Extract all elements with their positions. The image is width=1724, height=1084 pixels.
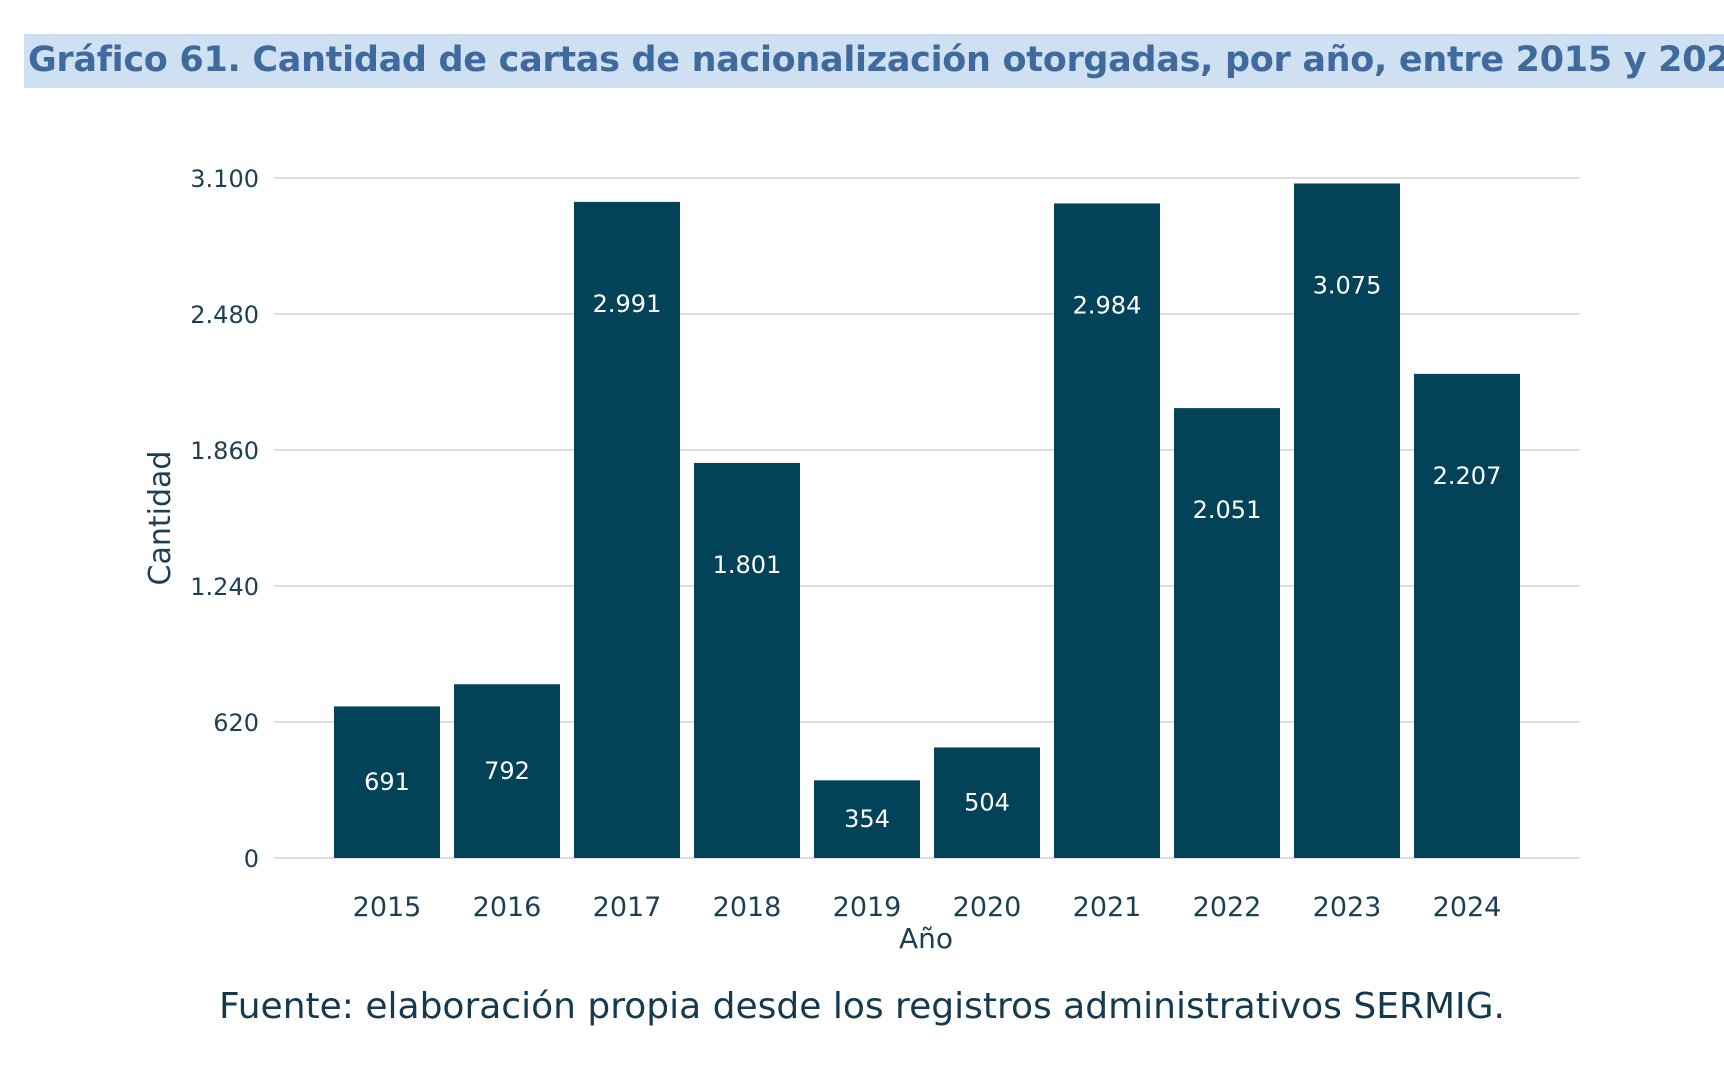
bar — [334, 706, 440, 858]
bar-value-label: 2.984 — [1073, 291, 1142, 319]
bar-value-labels: 691 792 2.991 1.801 354 504 2.984 2.051 3.075 2.2… — [364, 271, 1501, 833]
x-tick-label: 2017 — [593, 892, 662, 923]
x-tick-label: 2016 — [473, 892, 542, 923]
source-note: Fuente: elaboración propia desde los reg… — [219, 986, 1505, 1027]
y-tick-label: 0 — [244, 845, 259, 873]
bar — [694, 462, 800, 858]
bar — [814, 780, 920, 858]
y-axis-ticks: 0 620 1.240 1.860 2.480 3.100 — [190, 165, 259, 873]
bar-value-label: 354 — [844, 805, 890, 833]
bar-value-label: 691 — [364, 768, 410, 796]
x-axis-label: Año — [899, 922, 953, 955]
x-tick-label: 2015 — [353, 892, 422, 923]
y-tick-label: 1.860 — [190, 437, 259, 465]
x-tick-label: 2022 — [1193, 892, 1262, 923]
x-tick-label: 2024 — [1433, 892, 1502, 923]
x-tick-label: 2019 — [833, 892, 902, 923]
bar — [454, 684, 560, 858]
bar — [574, 201, 680, 859]
y-tick-label: 3.100 — [190, 165, 259, 193]
bar-value-label: 504 — [964, 789, 1010, 817]
x-axis-ticks: 2015 2016 2017 2018 2019 2020 2021 2022 2023 2024 — [353, 892, 1502, 923]
bar — [1174, 408, 1280, 858]
y-tick-label: 1.240 — [190, 573, 259, 601]
bar — [1294, 183, 1400, 858]
y-axis-label: Cantidad — [143, 451, 178, 586]
bar-value-label: 1.801 — [713, 551, 782, 579]
bars — [334, 183, 1520, 859]
bar-value-label: 3.075 — [1313, 271, 1382, 299]
x-tick-label: 2018 — [713, 892, 782, 923]
bar-value-label: 2.207 — [1433, 462, 1502, 490]
x-tick-label: 2021 — [1073, 892, 1142, 923]
bar-value-label: 2.991 — [593, 290, 662, 318]
y-tick-label: 2.480 — [190, 301, 259, 329]
bar-value-label: 2.051 — [1193, 496, 1262, 524]
bar-chart: 0 620 1.240 1.860 2.480 3.100 691 792 2.991 1.80… — [143, 165, 1580, 955]
bar — [934, 747, 1040, 858]
bar-value-label: 792 — [484, 757, 530, 785]
bar — [1054, 203, 1160, 858]
y-tick-label: 620 — [213, 709, 259, 737]
bar — [1414, 373, 1520, 858]
title-highlight: Gráfico 61. Cantidad de cartas de nacion… — [24, 34, 1724, 88]
chart-title: Gráfico 61. Cantidad de cartas de nacion… — [28, 40, 1724, 80]
x-tick-label: 2020 — [953, 892, 1022, 923]
x-tick-label: 2023 — [1313, 892, 1382, 923]
